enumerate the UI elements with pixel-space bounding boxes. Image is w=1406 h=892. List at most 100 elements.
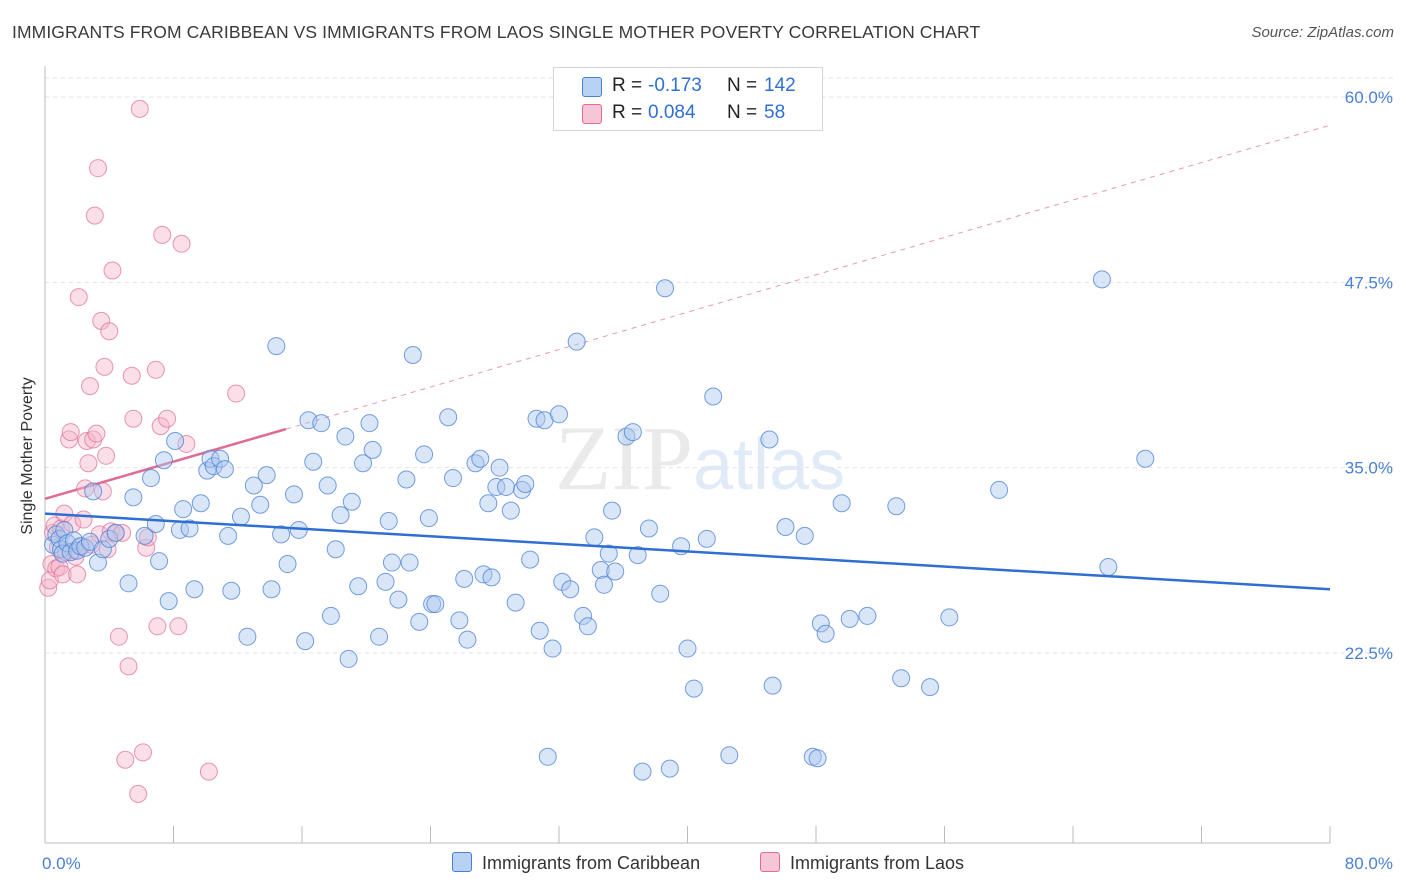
caribbean-point — [231, 507, 250, 526]
n-value: 58 — [764, 102, 786, 123]
laos-point — [53, 565, 72, 584]
caribbean-point — [656, 279, 675, 298]
laos-point — [116, 750, 135, 769]
laos-point — [69, 288, 88, 307]
caribbean-point — [458, 630, 477, 649]
caribbean-point — [516, 474, 535, 493]
caribbean-point — [543, 639, 562, 658]
caribbean-trend — [44, 512, 1331, 591]
laos-point — [97, 446, 116, 465]
laos-point — [85, 206, 104, 225]
caribbean-point — [84, 482, 103, 501]
caribbean-point — [215, 460, 234, 479]
caribbean-point — [561, 580, 580, 599]
chart-title: IMMIGRANTS FROM CARIBBEAN VS IMMIGRANTS … — [12, 22, 981, 42]
tick-labels: 22.5% 35.0% 47.5% 60.0% 0.0% 80.0% — [42, 88, 1393, 873]
caribbean-point — [326, 540, 345, 559]
laos-point — [130, 99, 149, 118]
caribbean-point — [142, 469, 161, 488]
caribbean-point — [633, 762, 652, 781]
caribbean-point — [487, 477, 506, 496]
laos-point — [129, 784, 148, 803]
caribbean-point — [204, 457, 223, 476]
caribbean-point — [154, 451, 173, 470]
caribbean-point — [211, 449, 230, 468]
laos-point — [100, 322, 119, 341]
caribbean-point — [185, 580, 204, 599]
legend-item-caribbean[interactable]: Immigrants from Caribbean — [452, 852, 700, 874]
laos-point — [119, 657, 138, 676]
watermark-atlas: atlas — [693, 425, 846, 505]
caribbean-point — [339, 649, 358, 668]
caribbean-point — [808, 749, 827, 768]
r-label: R = — [612, 75, 643, 96]
x-tick-label-max: 80.0% — [1345, 854, 1393, 873]
legend-label-laos: Immigrants from Laos — [790, 853, 965, 873]
caribbean-point — [426, 595, 445, 614]
caribbean-point — [267, 337, 286, 356]
laos-point — [169, 617, 188, 636]
laos-point — [61, 423, 80, 442]
caribbean-point — [159, 592, 178, 611]
caribbean-point — [479, 494, 498, 513]
laos-point — [87, 424, 106, 443]
caribbean-point — [1092, 270, 1111, 289]
caribbean-point — [811, 614, 830, 633]
caribbean-point — [776, 517, 795, 536]
caribbean-point — [349, 577, 368, 596]
laos-point — [138, 528, 157, 547]
laos-point — [60, 430, 79, 449]
caribbean-point — [272, 525, 291, 544]
legend-item-laos[interactable]: Immigrants from Laos — [760, 852, 964, 874]
y-tick-label: 35.0% — [1345, 459, 1393, 478]
caribbean-point — [471, 449, 490, 468]
x-tick-label-min: 0.0% — [42, 854, 81, 873]
caribbean-point — [591, 560, 610, 579]
caribbean-point — [585, 528, 604, 547]
source-label: Source: ZipAtlas.com — [1251, 24, 1394, 41]
y-tick-label: 47.5% — [1345, 273, 1393, 292]
laos-point — [77, 431, 96, 450]
caribbean-point — [443, 469, 462, 488]
caribbean-point — [403, 345, 422, 364]
caribbean-point — [660, 759, 679, 778]
caribbean-point — [278, 555, 297, 574]
caribbean-point — [490, 458, 509, 477]
caribbean-point — [513, 480, 532, 499]
caribbean-point — [840, 609, 859, 628]
caribbean-point — [76, 538, 95, 557]
laos-point — [103, 261, 122, 280]
caribbean-point — [166, 431, 185, 450]
caribbean-point — [720, 746, 739, 765]
caribbean-point — [450, 611, 469, 630]
laos-point — [177, 434, 196, 453]
legend-row-laos: R = 0.084 N = 58 — [554, 100, 822, 126]
caribbean-point — [501, 501, 520, 520]
caribbean-point — [574, 606, 593, 625]
laos-point — [122, 366, 141, 385]
laos-point — [93, 482, 112, 501]
caribbean-point — [858, 606, 877, 625]
legend-label-caribbean: Immigrants from Caribbean — [482, 853, 701, 873]
caribbean-point — [61, 543, 80, 562]
caribbean-point — [521, 550, 540, 569]
caribbean-point — [262, 580, 281, 599]
caribbean-point — [940, 608, 959, 627]
caribbean-point — [816, 624, 835, 643]
laos-point — [172, 234, 191, 253]
caribbean-point — [360, 414, 379, 433]
r-value: 0.084 — [648, 102, 696, 123]
caribbean-point — [363, 440, 382, 459]
caribbean-point — [538, 747, 557, 766]
caribbean-points — [44, 270, 1155, 781]
caribbean-point — [530, 621, 549, 640]
laos-point — [227, 384, 246, 403]
caribbean-point — [257, 466, 276, 485]
stats-legend: R = -0.173 N = 142 R = 0.084 N = 58 — [553, 67, 823, 131]
caribbean-point — [119, 574, 138, 593]
laos-point — [80, 377, 99, 396]
n-label: N = — [727, 75, 758, 96]
laos-trend-line — [44, 427, 287, 501]
caribbean-point — [628, 546, 647, 565]
caribbean-point — [318, 476, 337, 495]
